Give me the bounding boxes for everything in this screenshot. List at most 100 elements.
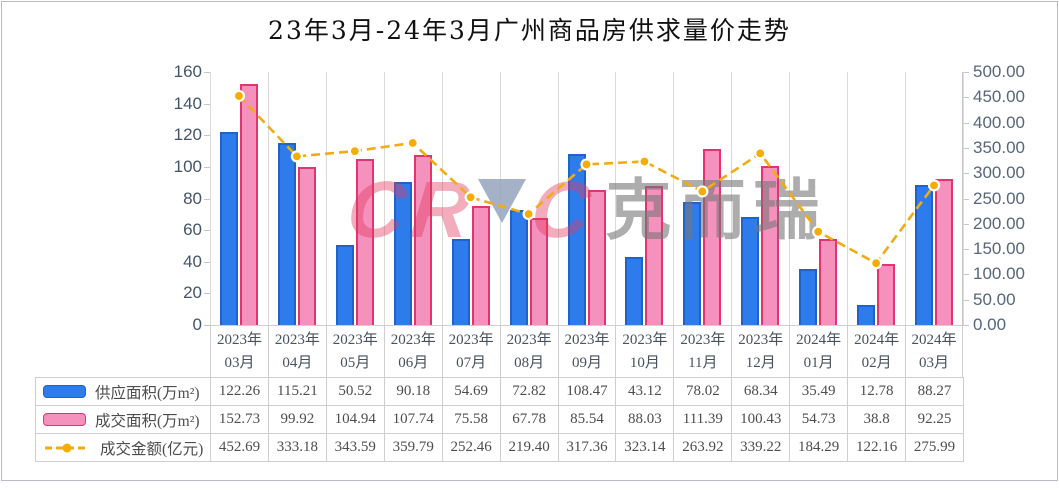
x-label-month: 06月 bbox=[398, 354, 429, 371]
amount-line-point[interactable] bbox=[580, 158, 593, 171]
bar-deal[interactable] bbox=[761, 166, 780, 325]
value-cell: 88.03 bbox=[615, 405, 675, 434]
right-axis-tick bbox=[963, 97, 969, 99]
right-axis-tick bbox=[963, 274, 969, 276]
right-axis-tick-label: 500.00 bbox=[973, 62, 1025, 81]
value-cell: 92.25 bbox=[905, 405, 964, 434]
legend-cell: 供应面积(万m²) bbox=[35, 377, 211, 406]
amount-line-point[interactable] bbox=[522, 207, 535, 221]
legend-key: 成交金额(亿元) bbox=[37, 437, 210, 459]
amount-line-point[interactable] bbox=[638, 155, 651, 168]
amount-line bbox=[238, 95, 936, 265]
value-cell: 122.26 bbox=[210, 377, 269, 406]
value-cell: 104.94 bbox=[325, 405, 385, 434]
bar-supply[interactable] bbox=[625, 256, 644, 325]
left-axis-tick bbox=[204, 325, 210, 326]
category-gridline bbox=[384, 72, 385, 325]
bar-supply[interactable] bbox=[857, 304, 876, 325]
value-cell: 122.16 bbox=[847, 433, 907, 462]
left-axis-tick bbox=[204, 135, 210, 137]
value-cell: 452.69 bbox=[210, 433, 269, 462]
table-row: 供应面积(万m²) 122.26 115.21 50.52 90.18 54.69 72.8… bbox=[35, 377, 964, 406]
value-cell: 72.82 bbox=[499, 377, 559, 406]
amount-line-point[interactable] bbox=[696, 185, 709, 198]
data-table: 供应面积(万m²) 122.26 115.21 50.52 90.18 54.69 72.8… bbox=[35, 377, 964, 462]
category-gridline bbox=[789, 72, 790, 325]
x-label-month: 05月 bbox=[340, 354, 371, 371]
bar-deal[interactable] bbox=[645, 185, 664, 325]
value-cell: 38.8 bbox=[847, 405, 907, 434]
bar-deal[interactable] bbox=[877, 263, 896, 325]
bar-supply[interactable] bbox=[567, 153, 586, 325]
left-axis-tick bbox=[204, 166, 210, 168]
bar-supply[interactable] bbox=[741, 216, 760, 325]
bar-deal[interactable] bbox=[935, 179, 953, 325]
right-axis-tick-label: 200.00 bbox=[973, 213, 1025, 233]
amount-line-point[interactable] bbox=[290, 150, 303, 163]
value-cell: 43.12 bbox=[615, 377, 675, 406]
x-label-year: 2023年 bbox=[216, 331, 262, 348]
bar-supply[interactable] bbox=[393, 182, 412, 325]
amount-line-point[interactable] bbox=[754, 147, 767, 160]
bar-supply[interactable] bbox=[683, 201, 702, 325]
x-label-month: 03月 bbox=[919, 354, 950, 371]
amount-line-point[interactable] bbox=[812, 225, 825, 238]
x-axis-category-label: 2023年 11月 bbox=[673, 326, 731, 377]
x-label-year: 2023年 bbox=[738, 331, 784, 348]
bar-deal[interactable] bbox=[355, 159, 374, 325]
bar-deal[interactable] bbox=[240, 83, 258, 325]
amount-line-point[interactable] bbox=[232, 89, 246, 103]
bar-supply[interactable] bbox=[451, 238, 470, 325]
bar-supply[interactable] bbox=[220, 131, 238, 325]
bar-deal[interactable] bbox=[529, 217, 548, 325]
amount-line-point[interactable] bbox=[870, 257, 883, 270]
x-label-year: 2023年 bbox=[448, 331, 494, 348]
legend-series-name: 成交金额(亿元) bbox=[100, 440, 204, 458]
amount-line-point[interactable] bbox=[464, 191, 477, 204]
x-label-month: 01月 bbox=[803, 354, 834, 371]
amount-line-point[interactable] bbox=[348, 145, 361, 158]
legend-series-name: 成交面积(万m²) bbox=[95, 412, 200, 430]
value-cell: 78.02 bbox=[673, 377, 733, 406]
bar-deal[interactable] bbox=[587, 189, 606, 325]
legend-line-swatch-icon bbox=[45, 443, 89, 452]
data-table-body: 供应面积(万m²) 122.26 115.21 50.52 90.18 54.69 72.8… bbox=[35, 377, 964, 462]
value-cell: 252.46 bbox=[441, 433, 501, 462]
x-label-year: 2023年 bbox=[274, 331, 320, 348]
x-axis-category-label: 2024年 01月 bbox=[789, 326, 847, 377]
value-cell: 339.22 bbox=[731, 433, 791, 462]
x-axis-category-label: 2023年 09月 bbox=[557, 326, 616, 377]
right-axis-tick-label: 0.00 bbox=[973, 315, 1007, 334]
legend-bar-swatch-icon bbox=[43, 385, 86, 398]
bar-supply[interactable] bbox=[915, 185, 933, 325]
x-axis-category-label: 2023年 12月 bbox=[731, 326, 789, 377]
plot-area[interactable]: CR C 克而瑞 bbox=[210, 72, 964, 325]
bar-supply[interactable] bbox=[799, 268, 818, 325]
line-series-layer bbox=[232, 89, 941, 270]
left-axis-tick bbox=[204, 293, 210, 295]
left-axis-tick bbox=[204, 230, 210, 232]
bar-deal[interactable] bbox=[819, 238, 838, 325]
x-label-month: 04月 bbox=[282, 354, 313, 371]
value-cell: 359.79 bbox=[383, 433, 443, 462]
value-cell: 90.18 bbox=[383, 377, 443, 406]
amount-line-point[interactable] bbox=[927, 179, 941, 192]
x-label-year: 2023年 bbox=[680, 331, 726, 348]
value-cell: 323.14 bbox=[615, 433, 675, 462]
x-label-month: 09月 bbox=[571, 354, 602, 371]
bar-supply[interactable] bbox=[277, 142, 296, 325]
value-cell: 54.69 bbox=[441, 377, 501, 406]
x-label-month: 02月 bbox=[861, 354, 892, 371]
value-cell: 317.36 bbox=[557, 433, 617, 462]
amount-line-point[interactable] bbox=[406, 136, 419, 150]
legend-bar-swatch-icon bbox=[43, 413, 86, 426]
bar-deal[interactable] bbox=[413, 154, 432, 325]
left-axis-tick-label: 120 bbox=[173, 125, 202, 145]
value-cell: 99.92 bbox=[267, 405, 327, 434]
left-axis-tick-label: 0 bbox=[192, 315, 202, 334]
value-cell: 115.21 bbox=[267, 377, 327, 406]
bar-deal[interactable] bbox=[297, 167, 316, 325]
value-cell: 263.92 bbox=[673, 433, 733, 462]
bar-supply[interactable] bbox=[335, 245, 354, 325]
